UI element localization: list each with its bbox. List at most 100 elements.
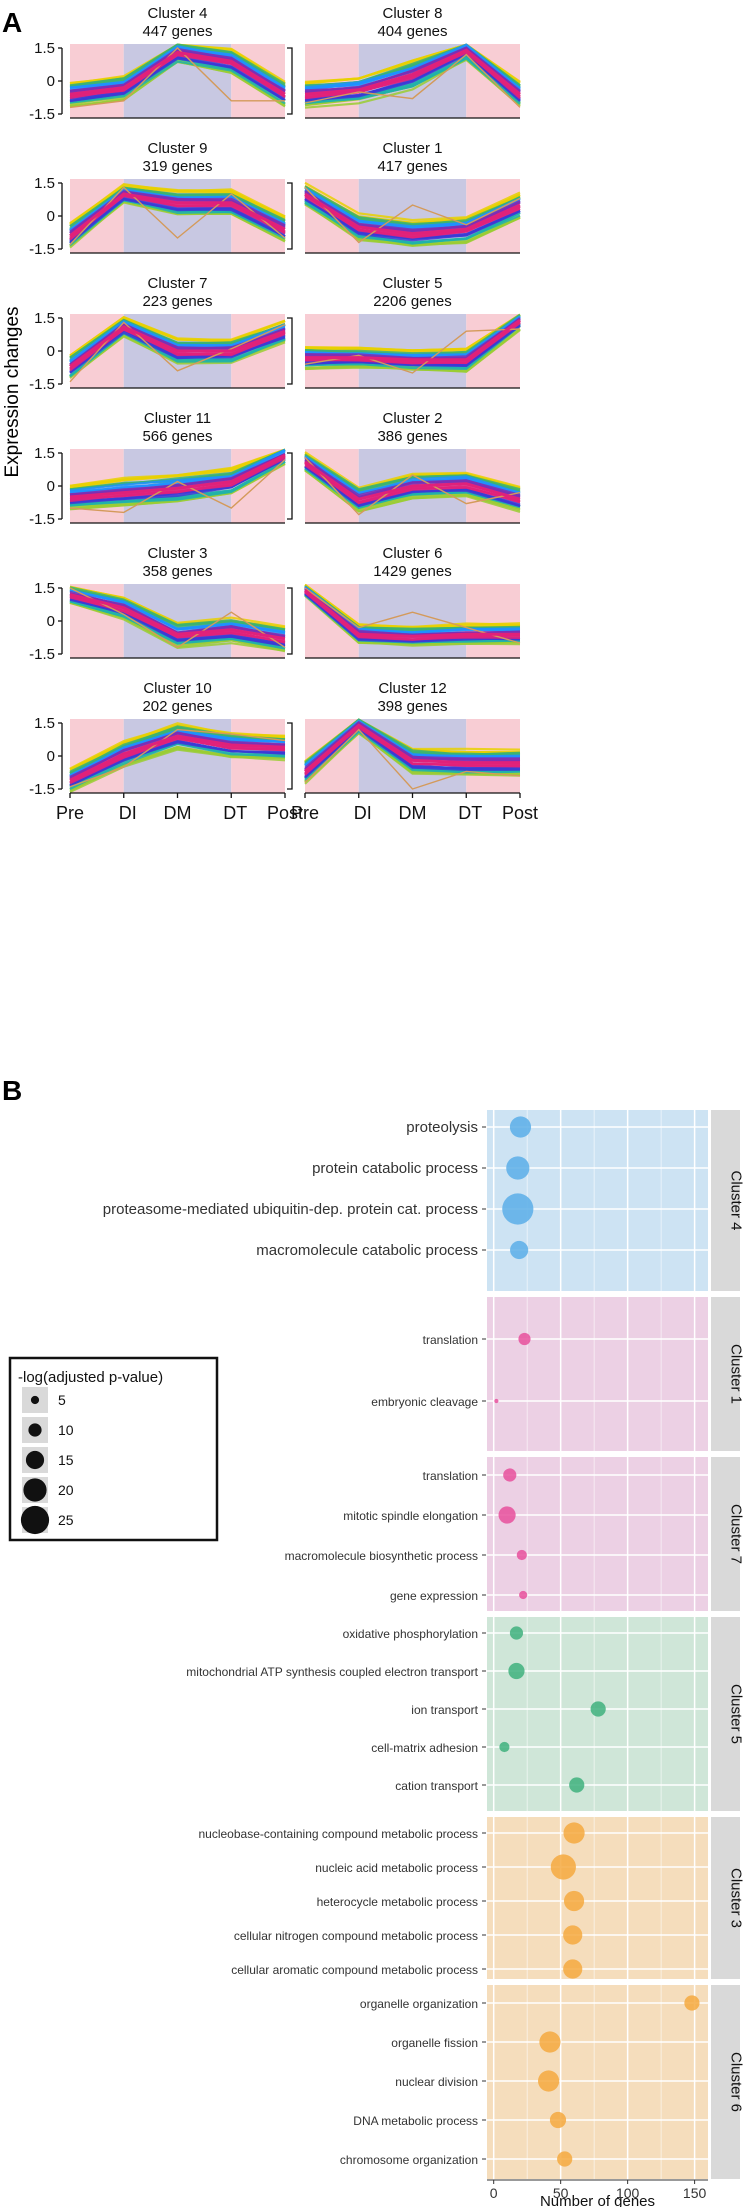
outlier-line — [304, 728, 521, 790]
cluster-gene-count: 417 genes — [377, 158, 447, 175]
y-axis-bracket — [287, 452, 293, 520]
group-background — [487, 1817, 708, 1979]
strip-label: Cluster 4 — [728, 1170, 744, 1230]
expression-line — [304, 453, 521, 491]
panel-b-enrichment-dotplot: Cluster 4 proteolysis protein catabolic pr… — [8, 1110, 744, 2207]
y-tick-label: 0 — [47, 478, 55, 495]
y-tick-label: 0 — [47, 73, 55, 90]
term-label: translation — [423, 1469, 478, 1483]
expression-line — [304, 194, 521, 239]
legend-value: 10 — [58, 1422, 74, 1438]
x-tick-label: DI — [119, 803, 137, 823]
strip-label: Cluster 3 — [728, 1868, 744, 1928]
mean-line — [69, 50, 286, 96]
y-axis-bracket — [287, 722, 293, 790]
term-dot — [550, 1854, 576, 1880]
x-tick-label: DI — [354, 803, 372, 823]
group-background — [487, 1985, 708, 2179]
enrichment-group: Cluster 1 translation embryonic cleavage — [371, 1297, 744, 1451]
expression-line — [69, 453, 286, 496]
expression-line — [304, 322, 521, 365]
y-tick-label: 0 — [47, 613, 55, 630]
term-dot — [494, 1398, 499, 1404]
expression-line — [304, 583, 521, 629]
expression-line — [304, 313, 521, 352]
x-tick-label: 50 — [553, 2185, 569, 2201]
cluster-gene-count: 358 genes — [142, 563, 212, 580]
expression-line — [69, 60, 286, 105]
mean-line — [304, 48, 521, 96]
term-label: cellular aromatic compound metabolic pro… — [231, 1963, 478, 1977]
legend-dot — [28, 1423, 42, 1437]
cluster-gene-count: 447 genes — [142, 23, 212, 40]
term-label: ion transport — [411, 1703, 478, 1717]
cluster-gene-count: 319 genes — [142, 158, 212, 175]
term-label: macromolecule catabolic process — [256, 1242, 478, 1259]
expression-line — [69, 458, 286, 503]
outlier-line — [69, 587, 286, 649]
y-axis-bracket — [287, 47, 293, 115]
term-label: cation transport — [395, 1779, 478, 1793]
legend-title: -log(adjusted p-value) — [18, 1369, 163, 1386]
strip-background — [711, 1297, 740, 1451]
mean-line — [304, 723, 520, 773]
term-dot — [509, 1116, 532, 1138]
term-label: cellular nitrogen compound metabolic pro… — [234, 1929, 478, 1943]
expression-line — [69, 455, 286, 503]
term-label: cell-matrix adhesion — [371, 1741, 478, 1755]
cluster-gene-count: 386 genes — [377, 428, 447, 445]
expression-line — [69, 460, 286, 507]
strip-background — [711, 1110, 740, 1291]
expression-line — [304, 188, 521, 230]
y-tick-label: 1.5 — [34, 580, 55, 597]
term-label: DNA metabolic process — [353, 2114, 478, 2128]
expression-line — [69, 589, 286, 633]
legend-value: 5 — [58, 1392, 66, 1408]
term-dot — [509, 1626, 524, 1640]
x-tick-label: Post — [502, 803, 538, 823]
strip-background — [711, 1617, 740, 1811]
x-tick-label: 150 — [683, 2185, 707, 2201]
cluster-title: Cluster 11 — [144, 410, 211, 427]
expression-line — [69, 724, 286, 770]
outlier-line — [304, 186, 521, 244]
y-tick-label: -1.5 — [29, 781, 55, 798]
strip-background — [711, 1985, 740, 2179]
cluster-title: Cluster 12 — [378, 680, 446, 697]
x-tick-label: DT — [458, 803, 482, 823]
term-label: embryonic cleavage — [371, 1395, 478, 1409]
y-tick-label: 1.5 — [34, 40, 55, 57]
term-dot — [502, 1193, 534, 1225]
cluster-title: Cluster 6 — [382, 545, 442, 562]
mean-line — [305, 318, 521, 362]
expression-line — [69, 741, 286, 787]
term-dot — [519, 1590, 528, 1600]
enrichment-group: Cluster 6 organelle organization organelle… — [340, 1985, 744, 2179]
x-tick-label: DT — [223, 803, 247, 823]
strip-label: Cluster 7 — [728, 1504, 744, 1564]
expression-line — [69, 598, 286, 645]
expression-line — [304, 181, 521, 222]
cluster-gene-count: 566 genes — [142, 428, 212, 445]
cluster-title: Cluster 3 — [147, 545, 207, 562]
outlier-line — [69, 459, 286, 514]
cluster-gene-count: 1429 genes — [373, 563, 451, 580]
mean-line — [304, 589, 520, 638]
expression-line — [69, 448, 286, 489]
mean-line — [304, 460, 521, 501]
y-tick-label: -1.5 — [29, 241, 55, 258]
term-label: chromosome organization — [340, 2153, 478, 2167]
cluster-title: Cluster 2 — [382, 410, 442, 427]
expression-line — [304, 197, 521, 242]
cluster-title: Cluster 5 — [382, 275, 442, 292]
enrichment-group: Cluster 3 nucleobase-containing compound … — [198, 1817, 744, 1979]
x-tick-label: Post — [267, 803, 303, 823]
strip-label: Cluster 5 — [728, 1684, 744, 1744]
